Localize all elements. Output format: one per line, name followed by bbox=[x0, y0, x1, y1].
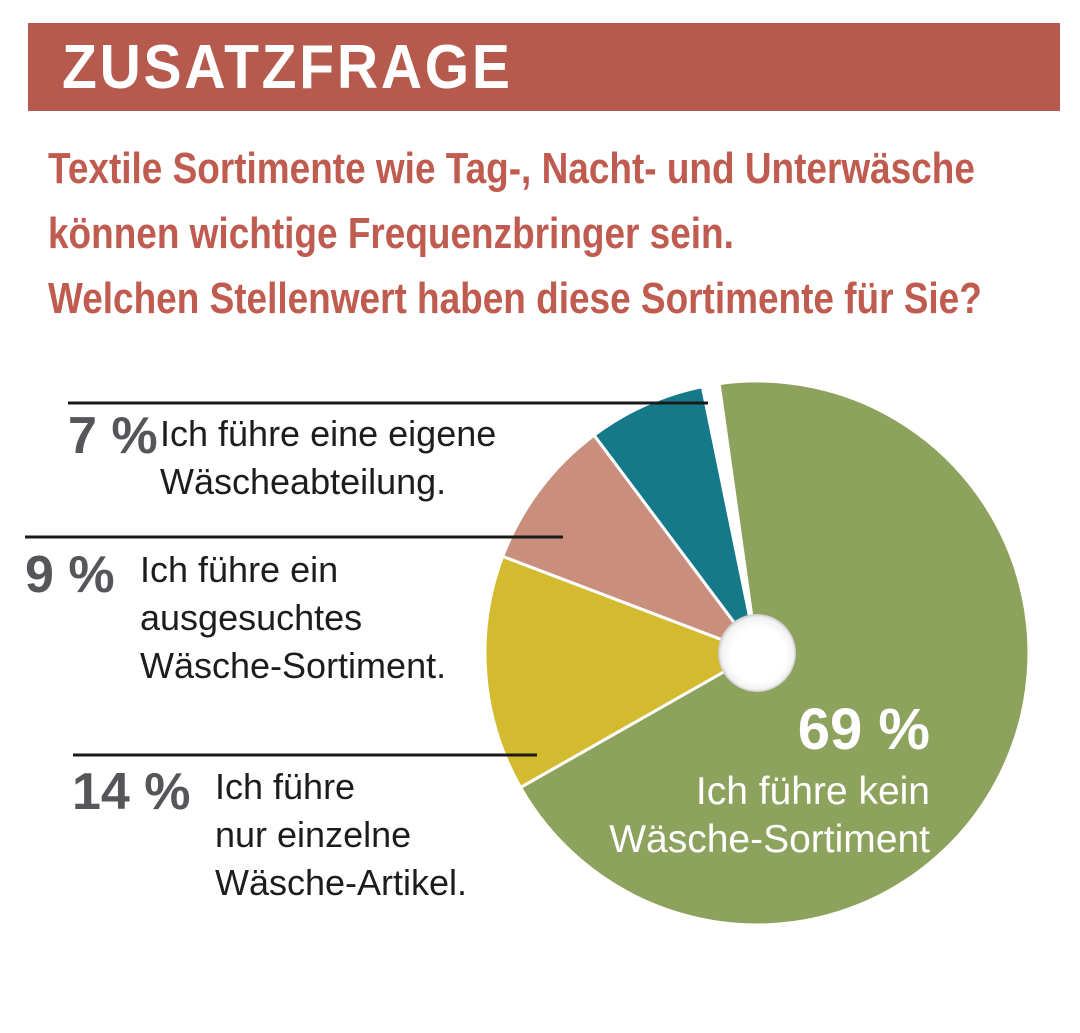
pie-slice-7pct bbox=[592, 385, 759, 655]
pie-slices-group bbox=[483, 379, 1031, 927]
question-text: Textile Sortimente wie Tag-, Nacht- und … bbox=[48, 136, 982, 331]
slice-label-7-line-1: Ich führe eine eigene bbox=[160, 413, 497, 454]
pct-label-7: 7 % bbox=[68, 407, 158, 465]
pie-slice-14pct bbox=[483, 554, 759, 789]
pie-slice-9pct bbox=[501, 433, 759, 655]
slice-label-9: Ich führe ein ausgesuchtes Wäsche-Sortim… bbox=[140, 546, 446, 690]
pct-label-14: 14 % bbox=[72, 763, 191, 821]
slice-label-69-line-1: Ich führe kein bbox=[695, 770, 930, 813]
slice-label-9-line-1: Ich führe ein bbox=[140, 549, 339, 590]
donut-hole bbox=[718, 614, 796, 692]
slice-label-69: 69 % Ich führe kein Wäsche-Sortiment bbox=[609, 698, 930, 864]
slice-label-7-line-2: Wäscheabteilung. bbox=[160, 461, 447, 502]
header-bar: ZUSATZFRAGE bbox=[28, 23, 1060, 111]
question-line-1: Textile Sortimente wie Tag-, Nacht- und … bbox=[48, 144, 975, 193]
slice-label-69-line-2: Wäsche-Sortiment bbox=[609, 818, 930, 861]
slice-label-14-line-3: Wäsche-Artikel. bbox=[215, 862, 468, 903]
page-title: ZUSATZFRAGE bbox=[62, 33, 513, 102]
slice-label-14: Ich führe nur einzelne Wäsche-Artikel. bbox=[215, 763, 467, 907]
slice-label-14-line-1: Ich führe bbox=[215, 766, 356, 807]
slice-label-14-line-2: nur einzelne bbox=[215, 814, 412, 855]
question-line-3: Welchen Stellenwert haben diese Sortimen… bbox=[48, 274, 982, 323]
pct-label-69: 69 % bbox=[797, 697, 930, 762]
slice-label-7: Ich führe eine eigene Wäscheabteilung. bbox=[160, 410, 496, 506]
question-line-2: können wichtige Frequenzbringer sein. bbox=[48, 209, 734, 258]
slice-label-9-line-2: ausgesuchtes bbox=[140, 597, 363, 638]
pct-label-9: 9 % bbox=[25, 546, 115, 604]
slice-label-9-line-3: Wäsche-Sortiment. bbox=[140, 645, 447, 686]
